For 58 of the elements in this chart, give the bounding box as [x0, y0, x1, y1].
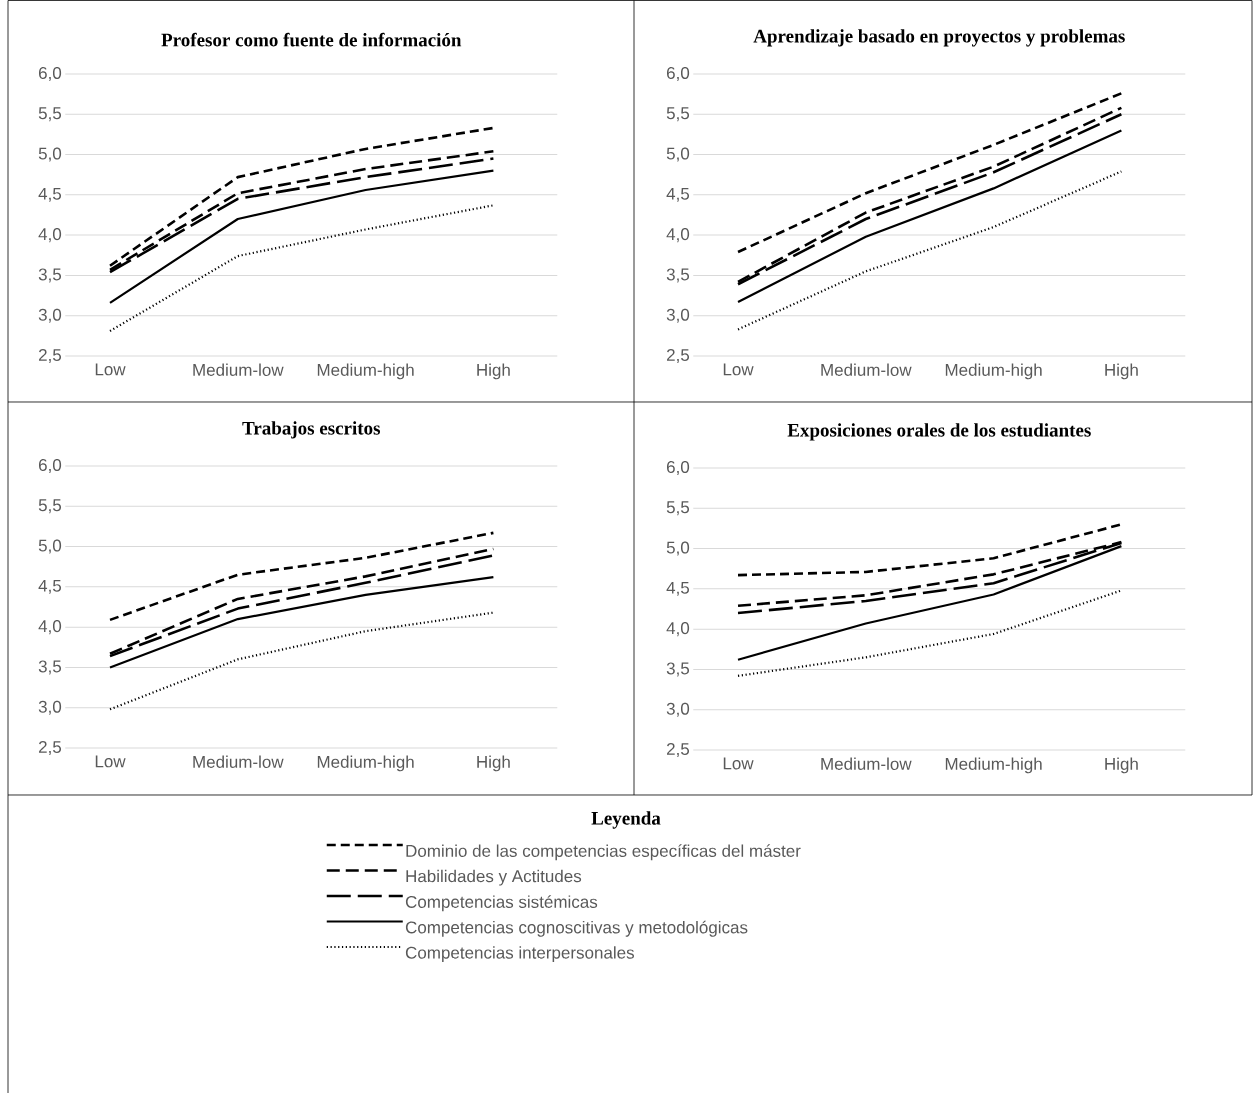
y-tick-label: 4,0: [666, 621, 690, 636]
x-tick-label: Low: [95, 755, 126, 768]
y-tick-label: 3,5: [38, 660, 62, 675]
y-tick-label: 6,0: [666, 66, 690, 81]
x-tick-label: High: [1105, 757, 1138, 774]
y-tick-label: 3,0: [38, 700, 62, 715]
y-tick-label: 4,5: [666, 187, 690, 202]
y-tick-label: 6,0: [38, 66, 62, 81]
y-tick-label: 4,0: [38, 619, 62, 634]
x-tick-label: Medium-low: [193, 755, 284, 768]
x-tick-label: Medium-high: [317, 755, 414, 772]
y-tick-label: 5,5: [666, 107, 690, 122]
x-tick-label: Medium-low: [193, 363, 284, 376]
y-tick-label: 6,0: [38, 458, 62, 473]
x-tick-label: Low: [723, 757, 754, 770]
y-tick-label: 2,5: [38, 348, 62, 363]
chart-title: Aprendizaje basado en proyectos y problemas: [753, 29, 1125, 47]
legend-label: Competencias sistémicas: [405, 895, 598, 912]
x-tick-label: Medium-high: [945, 363, 1042, 380]
y-tick-label: 3,0: [666, 308, 690, 323]
legend-label: Competencias cognoscitivas y metodológicas: [405, 920, 748, 937]
y-tick-label: 5,0: [38, 147, 62, 162]
y-tick-label: 4,0: [38, 227, 62, 242]
x-tick-label: Medium-high: [317, 363, 414, 380]
y-tick-label: 2,5: [666, 348, 690, 363]
y-tick-label: 2,5: [38, 740, 62, 755]
y-tick-label: 4,5: [666, 581, 690, 596]
legend-label: Dominio de las competencias específicas del máster: [406, 844, 801, 861]
x-tick-label: Medium-low: [821, 363, 912, 376]
x-tick-label: Low: [723, 363, 754, 376]
y-tick-label: 3,5: [38, 268, 62, 283]
y-tick-label: 5,0: [38, 539, 62, 554]
y-tick-label: 5,0: [666, 147, 690, 162]
y-tick-label: 3,0: [666, 702, 690, 717]
y-tick-label: 2,5: [666, 742, 690, 757]
y-tick-label: 5,5: [38, 107, 62, 122]
y-tick-label: 3,0: [38, 308, 62, 323]
x-tick-label: Medium-low: [821, 757, 912, 770]
legend-label: Habilidades y Actitudes: [406, 869, 582, 886]
chart-title: Exposiciones orales de los estudiantes: [787, 423, 1091, 441]
y-tick-label: 3,5: [666, 268, 690, 283]
x-tick-label: Medium-high: [945, 757, 1042, 774]
y-tick-label: 5,5: [666, 501, 690, 516]
x-tick-label: High: [477, 755, 510, 772]
y-tick-label: 5,0: [666, 541, 690, 556]
y-tick-label: 5,5: [38, 499, 62, 514]
y-tick-label: 4,0: [666, 227, 690, 242]
y-tick-label: 4,5: [38, 187, 62, 202]
x-tick-label: High: [477, 363, 510, 380]
x-tick-label: Low: [95, 363, 126, 376]
legend-title: Leyenda: [591, 811, 661, 829]
chart-title: Trabajos escritos: [242, 421, 381, 439]
y-tick-label: 3,5: [666, 662, 690, 677]
legend-label: Competencias interpersonales: [405, 946, 635, 962]
y-tick-label: 6,0: [666, 460, 690, 475]
chart-title: Profesor como fuente de información: [161, 32, 462, 47]
y-tick-label: 4,5: [38, 579, 62, 594]
x-tick-label: High: [1105, 363, 1138, 380]
